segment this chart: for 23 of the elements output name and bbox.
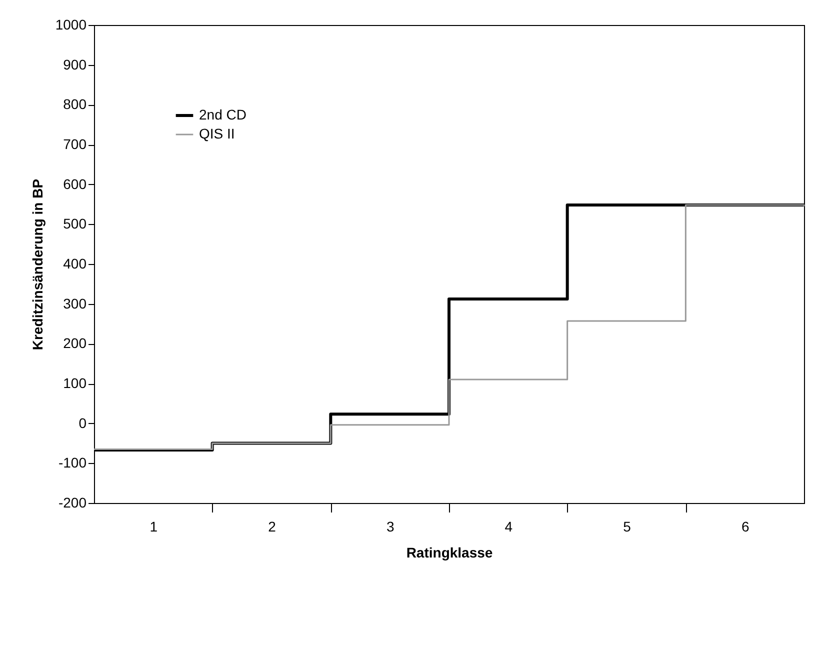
y-tick-label: 100 (63, 375, 87, 391)
x-tick-label: 1 (150, 518, 158, 534)
y-tick-label: 1000 (55, 16, 87, 32)
legend-label: 2nd CD (199, 106, 246, 122)
x-tick-label: 6 (741, 518, 750, 534)
x-axis-title: Ratingklasse (406, 544, 493, 560)
x-tick-label: 2 (268, 518, 276, 534)
legend-label: QIS II (199, 126, 235, 142)
y-tick-label: -200 (58, 494, 87, 510)
y-tick-label: 500 (63, 216, 87, 232)
x-tick-label: 3 (386, 518, 394, 534)
y-tick-label: 0 (78, 414, 87, 431)
y-tick-label: 400 (63, 256, 87, 272)
y-tick-label: -100 (58, 454, 87, 471)
y-tick-label: 600 (63, 176, 87, 192)
x-tick-label: 4 (504, 518, 513, 534)
y-tick-label: 800 (63, 96, 87, 112)
y-tick-label: 700 (63, 136, 87, 152)
y-tick-label: 900 (63, 56, 87, 72)
y-tick-label: 200 (63, 335, 87, 352)
y-tick-label: 300 (63, 295, 87, 312)
y-axis-title: Kreditzinsänderung in BP (29, 178, 46, 350)
x-tick-label: 5 (623, 518, 632, 534)
